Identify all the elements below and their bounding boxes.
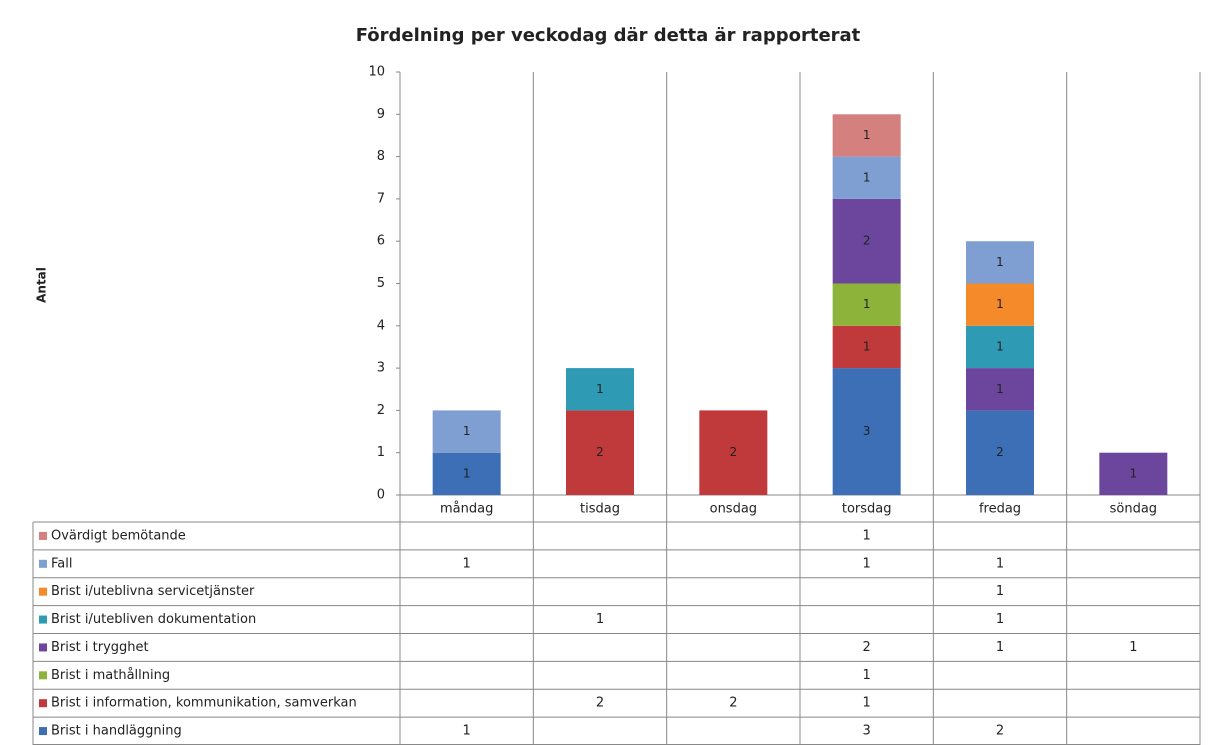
table-cell: 1 (463, 724, 471, 739)
bar-segment (832, 114, 901, 157)
legend-swatch (39, 559, 47, 568)
data-label: 1 (863, 339, 871, 353)
x-tick-label: onsdag (710, 502, 757, 517)
data-label: 1 (996, 382, 1004, 396)
x-tick-label: söndag (1110, 502, 1157, 517)
legend-label: Brist i mathållning (51, 668, 170, 683)
table-cell: 1 (863, 528, 871, 543)
table-cell: 2 (863, 640, 871, 655)
data-label: 1 (463, 466, 471, 480)
table-cell: 1 (996, 556, 1004, 571)
bar-segment (1099, 452, 1168, 495)
x-tick-label: torsdag (842, 502, 892, 517)
bar-segment (832, 283, 901, 326)
x-tick-label: måndag (440, 502, 493, 517)
legend-label: Brist i information, kommunikation, samv… (51, 696, 357, 711)
data-label: 1 (996, 297, 1004, 311)
bar-segment (832, 156, 901, 199)
y-tick-label: 1 (377, 445, 385, 460)
y-tick-label: 8 (377, 149, 385, 164)
data-label: 1 (863, 170, 871, 184)
table-cell: 1 (1129, 640, 1137, 655)
bar-segment (966, 283, 1034, 326)
legend-swatch (39, 587, 47, 596)
data-label: 1 (596, 382, 604, 396)
y-tick-label: 5 (377, 276, 385, 291)
legend-swatch (39, 727, 47, 736)
data-label: 1 (863, 297, 871, 311)
chart-title: Fördelning per veckodag där detta är rap… (356, 25, 861, 46)
table-cell: 1 (996, 640, 1004, 655)
y-tick-label: 4 (377, 318, 385, 333)
data-label: 2 (730, 445, 738, 459)
legend-swatch (39, 643, 47, 652)
y-tick-label: 10 (368, 65, 385, 80)
table-cell: 1 (863, 556, 871, 571)
bar-segment (432, 452, 501, 495)
data-label: 1 (863, 128, 871, 142)
table-cell: 1 (863, 668, 871, 683)
bar-segment (832, 198, 901, 284)
legend-label: Ovärdigt bemötande (51, 528, 186, 543)
y-tick-label: 9 (377, 107, 385, 122)
x-tick-label: tisdag (580, 502, 620, 517)
data-label: 1 (463, 424, 471, 438)
table-cell: 2 (729, 696, 737, 711)
bar-segment (966, 368, 1034, 411)
bar-segment (832, 368, 901, 495)
legend-label: Fall (51, 556, 72, 571)
y-tick-label: 6 (377, 234, 385, 249)
table-cell: 1 (596, 612, 604, 627)
bar-segment (966, 325, 1034, 369)
y-tick-label: 3 (377, 361, 385, 376)
legend-label: Brist i/uteblivna servicetjänster (51, 584, 255, 599)
legend-label: Brist i trygghet (51, 640, 149, 655)
data-label: 1 (996, 339, 1004, 353)
table-cell: 2 (996, 724, 1004, 739)
bar-segment (566, 368, 634, 411)
legend-label: Brist i handläggning (51, 724, 182, 739)
table-cell: 1 (863, 696, 871, 711)
table-cell: 3 (863, 724, 871, 739)
data-label: 1 (1130, 466, 1138, 480)
y-tick-label: 0 (377, 488, 385, 503)
legend-swatch (39, 615, 47, 624)
y-tick-label: 2 (377, 403, 385, 418)
legend-label: Brist i/utebliven dokumentation (51, 612, 256, 627)
data-label: 2 (596, 445, 604, 459)
table-cell: 1 (996, 584, 1004, 599)
bar-segment (432, 410, 501, 453)
x-tick-label: fredag (979, 502, 1021, 517)
table-cell: 1 (463, 556, 471, 571)
bar-segment (566, 410, 634, 495)
legend-swatch (39, 671, 47, 680)
legend-swatch (39, 699, 47, 708)
y-axis-label: Antal (35, 267, 49, 303)
data-label: 2 (863, 234, 871, 248)
legend-swatch (39, 531, 47, 540)
bar-segment (966, 410, 1034, 495)
table-cell: 1 (996, 612, 1004, 627)
data-label: 1 (996, 255, 1004, 269)
data-label: 3 (863, 424, 871, 438)
bar-segment (966, 241, 1034, 284)
bar-segment (832, 325, 901, 369)
y-tick-label: 7 (377, 191, 385, 206)
data-label: 2 (996, 445, 1004, 459)
bar-segment (699, 410, 768, 495)
table-cell: 2 (596, 696, 604, 711)
